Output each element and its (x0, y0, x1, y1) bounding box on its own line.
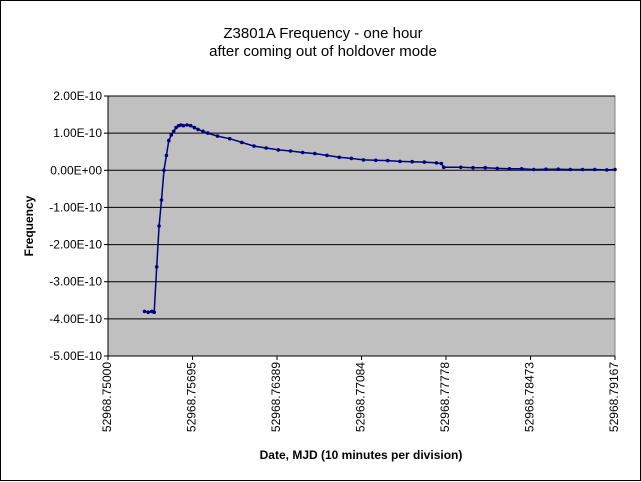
data-point-19 (196, 127, 200, 132)
data-point-52 (568, 167, 573, 172)
x-tick-label-6: 52968.79167 (607, 362, 621, 432)
y-tick-labels: 2.00E-10 1.00E-10 0.00E+00 -1.00E-10 -2.00E-… (49, 89, 108, 363)
data-point-45 (483, 165, 488, 170)
data-point-25 (252, 144, 256, 148)
data-point-5 (157, 224, 161, 228)
y-tick-label-6: -4.00E-10 (49, 312, 102, 326)
y-tick-label-0: 2.00E-10 (53, 89, 102, 103)
data-point-31 (325, 153, 329, 158)
data-point-39 (422, 160, 427, 164)
data-point-46 (495, 166, 500, 171)
data-point-8 (164, 153, 169, 158)
data-point-40 (434, 161, 439, 165)
data-point-42 (442, 165, 446, 170)
data-point-53 (580, 167, 585, 172)
data-point-20 (201, 129, 205, 134)
y-tick-label-1: 1.00E-10 (53, 126, 102, 140)
data-point-50 (544, 167, 548, 171)
x-tick-label-4: 52968.77778 (438, 362, 452, 432)
data-point-3 (152, 310, 156, 315)
series-group (142, 123, 617, 315)
y-tick-label-7: -5.00E-10 (49, 349, 102, 363)
data-point-49 (532, 167, 536, 172)
data-point-6 (159, 198, 164, 202)
data-point-44 (471, 165, 475, 170)
data-point-7 (162, 168, 166, 173)
data-point-27 (276, 148, 281, 152)
data-point-38 (410, 159, 415, 164)
data-point-51 (556, 167, 560, 171)
chart-title: Z3801A Frequency - one hour (223, 25, 422, 42)
data-point-16 (185, 123, 189, 127)
data-point-11 (171, 129, 176, 134)
data-point-48 (519, 167, 524, 171)
x-tick-label-1: 52968.75695 (185, 362, 199, 432)
data-point-28 (288, 149, 293, 153)
data-point-33 (349, 156, 354, 161)
y-tick-label-4: -2.00E-10 (49, 238, 102, 252)
x-tick-label-0: 52968.75000 (100, 362, 114, 432)
chart-subtitle: after coming out of holdover mode (209, 43, 437, 60)
data-point-1 (146, 310, 150, 315)
data-point-9 (167, 138, 171, 143)
data-point-24 (240, 140, 244, 145)
data-point-15 (181, 123, 186, 128)
data-point-22 (215, 134, 220, 138)
data-point-4 (154, 265, 159, 269)
y-tick-label-2: 0.00E+00 (50, 163, 102, 177)
data-point-26 (264, 146, 269, 150)
y-tick-label-3: -1.00E-10 (49, 200, 102, 214)
x-tick-label-5: 52968.78473 (523, 362, 537, 432)
data-point-23 (227, 136, 232, 141)
data-point-41 (439, 161, 444, 166)
y-axis-label: Frequency (22, 195, 36, 256)
data-point-56 (613, 167, 617, 172)
plot-area (107, 95, 616, 357)
x-tick-labels: 52968.75000 52968.75695 52968.76389 52968.7… (100, 356, 621, 432)
data-point-18 (192, 125, 197, 130)
data-point-10 (169, 133, 174, 137)
data-point-29 (300, 150, 305, 155)
x-axis-label: Date, MJD (10 minutes per division) (260, 448, 463, 462)
data-point-12 (174, 125, 178, 130)
data-point-21 (206, 131, 210, 135)
data-point-17 (188, 123, 193, 128)
data-point-35 (373, 158, 378, 163)
x-tick-label-3: 52968.77084 (354, 362, 368, 432)
x-tick-label-2: 52968.76389 (269, 362, 283, 432)
gridlines (108, 95, 615, 357)
data-point-47 (507, 167, 512, 171)
data-point-34 (361, 158, 366, 162)
y-tick-label-5: -3.00E-10 (49, 275, 102, 289)
data-point-36 (386, 158, 390, 163)
data-point-0 (142, 309, 147, 314)
data-point-32 (337, 155, 342, 160)
data-point-54 (592, 167, 597, 172)
data-point-55 (605, 168, 609, 172)
data-point-43 (459, 165, 463, 170)
data-point-37 (398, 159, 402, 164)
data-point-30 (313, 151, 317, 156)
